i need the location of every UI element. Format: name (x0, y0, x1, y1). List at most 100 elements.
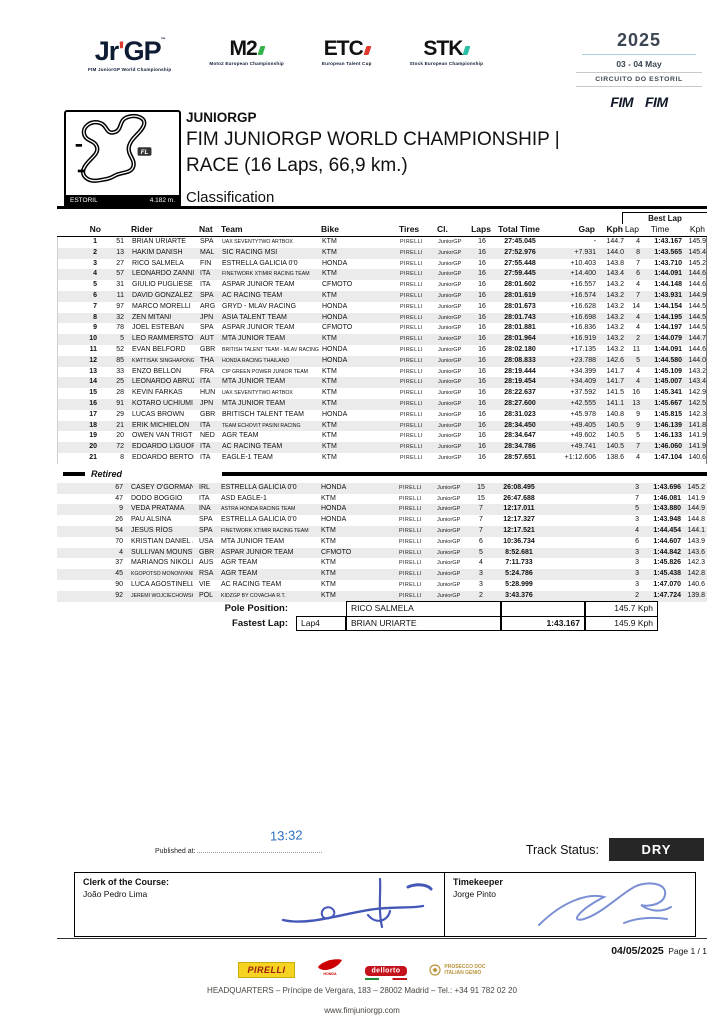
team-name: AGR TEAM (222, 432, 259, 440)
rider-number: 21 (116, 421, 124, 429)
retired-section-header: Retired (57, 468, 707, 481)
published-at: 13:32 Published at: (155, 827, 323, 855)
table-row: 9 78 JOEL ESTEBAN SPA ASPAR JUNIOR TEAM … (58, 323, 706, 334)
rider-number: 28 (116, 389, 124, 397)
tire-brand: PIRELLI (400, 357, 423, 364)
best-lap-number: 16 (632, 389, 640, 397)
average-kph: 143.2 (606, 281, 624, 289)
clerk-signature (281, 877, 433, 929)
position: 16 (89, 399, 97, 407)
gap-to-leader: +45.978 (570, 410, 597, 418)
best-lap-number: 4 (636, 324, 640, 332)
nationality: GBR (199, 548, 215, 556)
class-name: JuniorGP (438, 433, 462, 440)
laps-count: 16 (478, 313, 486, 321)
total-time: 26:08.495 (503, 483, 535, 491)
rider-name: KOTARO UCHIUMI (132, 399, 193, 407)
rider-name: SULLIVAN MOUNSEY (131, 548, 193, 556)
tire-brand: PIRELLI (400, 390, 423, 397)
average-kph: 140.5 (606, 443, 624, 451)
total-time: 28:27.600 (504, 399, 536, 407)
tire-brand: PIRELLI (399, 571, 422, 578)
best-lap-number: 7 (636, 291, 640, 299)
rider-name: KRISTIAN DANIEL JR (131, 537, 193, 545)
team-name: KIDZGP BY COVACHA R.T. (221, 592, 286, 599)
rider-number: 92 (115, 591, 123, 599)
best-lap-number: 2 (635, 591, 639, 599)
best-lap-time: 1:44.154 (654, 302, 682, 310)
stk-logo: STK Stock European Championship (410, 38, 484, 66)
rider-name: KIATTISAK SINGHAPONG (132, 357, 194, 364)
laps-count: 16 (478, 270, 486, 278)
table-row: 7 97 MARCO MORELLI ARG GRYD - MLAV RACIN… (58, 302, 706, 313)
track-status-label: Track Status: (525, 842, 599, 857)
nationality: AUT (200, 335, 214, 343)
average-kph: 141.7 (606, 367, 624, 375)
rider-name: KEVIN FARKAS (132, 389, 183, 397)
best-lap-time: 1:45.438 (653, 570, 681, 578)
best-lap-time: 1:45.667 (654, 399, 682, 407)
best-lap-time: 1:47.070 (653, 580, 681, 588)
average-kph: 141.7 (606, 378, 624, 386)
laps-count: 16 (478, 367, 486, 375)
total-time: 28:34.786 (504, 443, 536, 451)
bike-brand: KTM (322, 335, 337, 343)
rider-name: LEONARDO ABRUZZO (132, 378, 194, 386)
table-row: 54 JESÚS RÍOS SPA FINETWORK XTIMIR RACIN… (57, 525, 707, 537)
laps-count: 4 (479, 559, 483, 567)
document-date: 04/05/2025 (611, 945, 664, 957)
team-name: ASPAR JUNIOR TEAM (221, 548, 294, 556)
total-time: 28:34.450 (504, 421, 536, 429)
fim-logo: FIM (610, 94, 633, 110)
team-name: UAX SEVENTYTWO ARTBOX (222, 239, 293, 245)
best-lap-kph: 143.2 (688, 367, 706, 375)
best-lap-number: 6 (636, 270, 640, 278)
fastest-lap-label: Fastest Lap: (232, 618, 288, 629)
table-row: 14 25 LEONARDO ABRUZZO ITA MTA JUNIOR TE… (58, 377, 706, 389)
table-row: 15 28 KEVIN FARKAS HUN UAX SEVENTYTWO AR… (58, 388, 706, 399)
class-name: JuniorGP (437, 571, 461, 578)
best-lap-number: 5 (635, 505, 639, 513)
gap-to-leader: +10.403 (570, 259, 597, 267)
rider-number: 54 (115, 526, 123, 534)
best-lap-kph: 142.3 (688, 410, 706, 418)
laps-count: 3 (479, 580, 483, 588)
best-lap-kph: 144.1 (687, 526, 705, 534)
best-lap-kph: 142.9 (688, 389, 706, 397)
rider-number: 33 (116, 367, 124, 375)
table-row: 17 29 LUCAS BROWN GBR BRITISCH TALENT TE… (58, 410, 706, 421)
nationality: USA (199, 537, 214, 545)
position: 21 (89, 453, 97, 461)
total-time: 28:01.964 (504, 335, 536, 343)
position: 20 (89, 443, 97, 451)
best-lap-kph: 141.9 (687, 494, 705, 502)
rider-number: 97 (116, 302, 124, 310)
championship-title: FIM JUNIORGP WORLD CHAMPIONSHIP | (186, 129, 560, 150)
stk-caption: Stock European Championship (409, 61, 484, 66)
laps-count: 16 (478, 291, 486, 299)
table-row: 5 31 GIULIO PUGLIESE ITA ASPAR JUNIOR TE… (58, 280, 706, 291)
best-lap-number: 5 (636, 356, 640, 364)
laps-count: 16 (478, 453, 486, 461)
table-row: 8 32 ZEN MITANI JPN ASIA TALENT TEAM HON… (58, 312, 706, 324)
best-lap-kph: 145.9 (688, 238, 706, 245)
table-row: 10 5 LEO RAMMERSTORFER AUT MTA JUNIOR TE… (58, 334, 706, 345)
table-row: 20 72 EDOARDO LIGUORI ITA AC RACING TEAM… (58, 442, 706, 453)
best-lap-time: 1:45.826 (653, 559, 681, 567)
event-date: 03 - 04 May (616, 59, 662, 69)
table-row: 1 51 BRIAN URIARTE SPA UAX SEVENTYTWO AR… (58, 237, 706, 248)
best-lap-kph: 142.8 (687, 570, 705, 578)
average-kph: 140.5 (606, 421, 624, 429)
nationality: ITA (200, 453, 211, 461)
position: 9 (93, 324, 97, 332)
best-lap-kph: 140.6 (687, 580, 705, 588)
gap-to-leader: +34.409 (570, 378, 597, 386)
bike-brand: KTM (321, 580, 336, 588)
total-time: 3:43.376 (505, 591, 533, 599)
total-time: 28:31.023 (504, 410, 536, 418)
rider-name: HAKIM DANISH (132, 248, 183, 256)
class-name: JuniorGP (437, 517, 461, 524)
bike-brand: KTM (321, 591, 336, 599)
tire-brand: PIRELLI (400, 454, 423, 461)
average-kph: 142.6 (606, 356, 624, 364)
